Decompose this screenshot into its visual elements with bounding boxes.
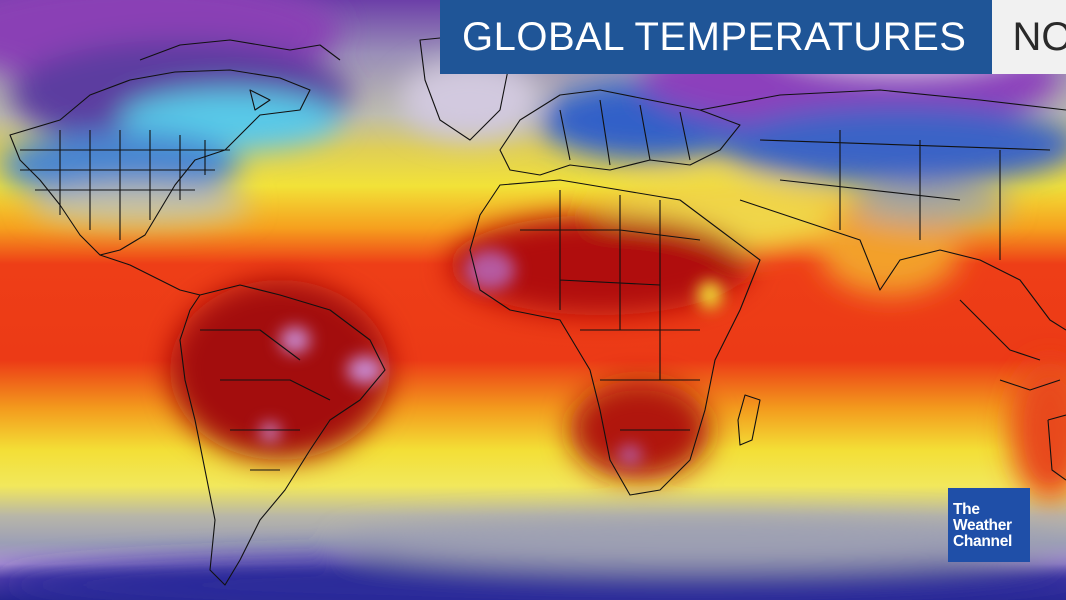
- india-orange: [820, 205, 960, 295]
- africa-borders: [520, 190, 701, 431]
- tibet-gray: [850, 185, 1010, 225]
- canada-islands: [139, 39, 341, 111]
- logo-line-3: Channel: [953, 533, 1013, 550]
- asia-outline: [699, 89, 1066, 331]
- coastlines-and-borders: [9, 34, 1066, 586]
- usa-state-grid: [20, 130, 230, 240]
- australia-edge-outline: [1047, 414, 1066, 481]
- usa-south: [30, 185, 250, 225]
- europe-borders: [559, 99, 691, 166]
- central-america: [99, 254, 201, 296]
- logo-line-1: The: [953, 501, 980, 518]
- south-america-outline: [179, 284, 386, 586]
- time-label: NOW: [992, 0, 1066, 74]
- europe-outline: [499, 89, 741, 176]
- logo-line-2: Weather: [953, 517, 1012, 534]
- southeast-asia: [959, 299, 1061, 391]
- greenland: [400, 60, 540, 140]
- asia-borders: [759, 130, 1051, 260]
- africa-outline: [469, 179, 761, 496]
- southern-gray: [340, 520, 1060, 570]
- title-bar: GLOBAL TEMPERATURES NOW: [440, 0, 1066, 74]
- amazon-red: [170, 280, 390, 460]
- south-america-borders: [200, 329, 331, 471]
- hot-spots: [260, 250, 722, 465]
- weather-channel-logo: The Weather Channel: [948, 488, 1030, 562]
- sahara-red: [450, 215, 750, 315]
- graphic-title: GLOBAL TEMPERATURES: [440, 0, 993, 74]
- madagascar: [737, 394, 761, 446]
